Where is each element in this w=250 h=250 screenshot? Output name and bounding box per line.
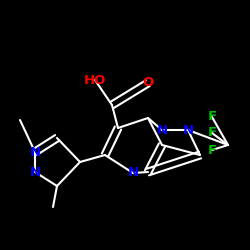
Text: N: N [128, 166, 138, 179]
Text: F: F [208, 144, 216, 156]
Text: HO: HO [84, 74, 106, 86]
Text: N: N [156, 124, 168, 136]
Text: F: F [208, 126, 216, 140]
Text: N: N [182, 124, 194, 136]
Text: N: N [30, 146, 40, 158]
Text: O: O [142, 76, 154, 90]
Text: F: F [208, 110, 216, 124]
Text: N: N [30, 166, 40, 178]
